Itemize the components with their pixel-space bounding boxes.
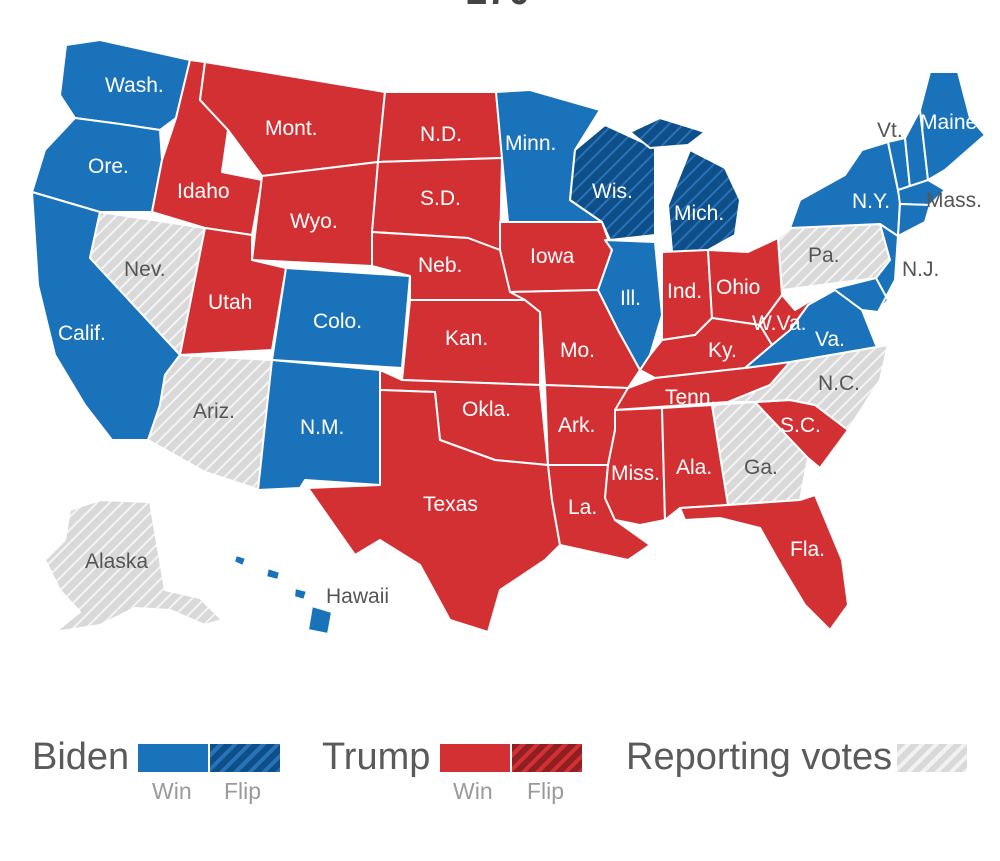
label-nc: N.C. [818,372,860,395]
legend-biden-win-swatch [138,744,208,772]
state-wva[interactable] [759,289,829,346]
state-nj[interactable] [875,223,899,313]
label-wash: Wash. [105,74,164,97]
legend-biden-flip-label: Flip [224,778,262,804]
us-election-map: 270 [31,0,986,635]
state-ny[interactable] [789,141,901,237]
legend-biden-win-label: Win [152,778,192,804]
label-colo: Colo. [313,310,362,333]
legend-biden-flip-swatch [210,744,280,772]
label-miss: Miss. [611,462,660,485]
label-alaska: Alaska [85,550,148,573]
label-ga: Ga. [744,456,778,479]
state-colo[interactable] [271,267,411,369]
map-title-partial: 270 [466,0,529,13]
label-texas: Texas [423,493,478,516]
label-sd: S.D. [420,187,461,210]
label-okla: Okla. [462,398,511,421]
label-wva: W.Va. [752,312,806,335]
label-kan: Kan. [445,327,488,350]
state-fla[interactable] [679,494,849,631]
legend-reporting-swatch [897,744,967,772]
label-pa: Pa. [808,244,840,267]
state-wis[interactable] [569,124,656,241]
state-mich[interactable] [629,117,741,253]
label-mo: Mo. [560,339,595,362]
label-minn: Minn. [505,132,556,155]
label-wis: Wis. [592,180,633,203]
label-tenn: Tenn. [665,386,716,409]
label-fla: Fla. [790,538,825,561]
label-utah: Utah [208,291,252,314]
label-nj: N.J. [902,258,939,281]
legend-trump-flip-label: Flip [527,778,565,804]
legend-trump-win-label: Win [453,778,493,804]
label-mont: Mont. [265,117,318,140]
label-ariz: Ariz. [193,400,235,423]
state-ct-ri[interactable] [897,203,931,237]
legend-trump-win-swatch [440,744,510,772]
label-ny: N.Y. [852,190,890,213]
state-mass[interactable] [897,179,946,206]
legend-reporting-label: Reporting votes [626,736,893,778]
label-mass: Mass. [926,189,982,212]
label-mich: Mich. [674,202,724,225]
state-maine[interactable] [919,71,986,181]
legend-trump-name: Trump [322,736,431,778]
label-neb: Neb. [418,254,462,277]
label-idaho: Idaho [177,180,230,203]
legend-biden-name: Biden [32,736,130,778]
legend-trump-flip-swatch [512,744,582,772]
label-la: La. [568,496,597,519]
label-ala: Ala. [676,456,712,479]
label-nev: Nev. [124,258,166,281]
label-maine: Maine [920,111,977,134]
label-ark: Ark. [558,414,595,437]
state-texas[interactable] [307,389,561,633]
label-calif: Calif. [58,322,106,345]
label-wyo: Wyo. [290,210,338,233]
label-vt: Vt. [877,119,903,142]
label-sc: S.C. [780,414,821,437]
label-ky: Ky. [708,339,737,362]
label-ore: Ore. [88,155,129,178]
label-hawaii: Hawaii [326,585,389,608]
label-nd: N.D. [420,123,462,146]
state-kan[interactable] [401,299,541,386]
label-iowa: Iowa [530,245,575,268]
state-hawaii[interactable] [233,554,333,635]
label-nm: N.M. [300,416,344,439]
label-ill: Ill. [620,287,641,310]
state-alaska[interactable] [44,499,223,633]
state-nc[interactable] [727,344,889,431]
label-ohio: Ohio [716,276,760,299]
label-va: Va. [815,328,845,351]
label-ind: Ind. [667,280,702,303]
